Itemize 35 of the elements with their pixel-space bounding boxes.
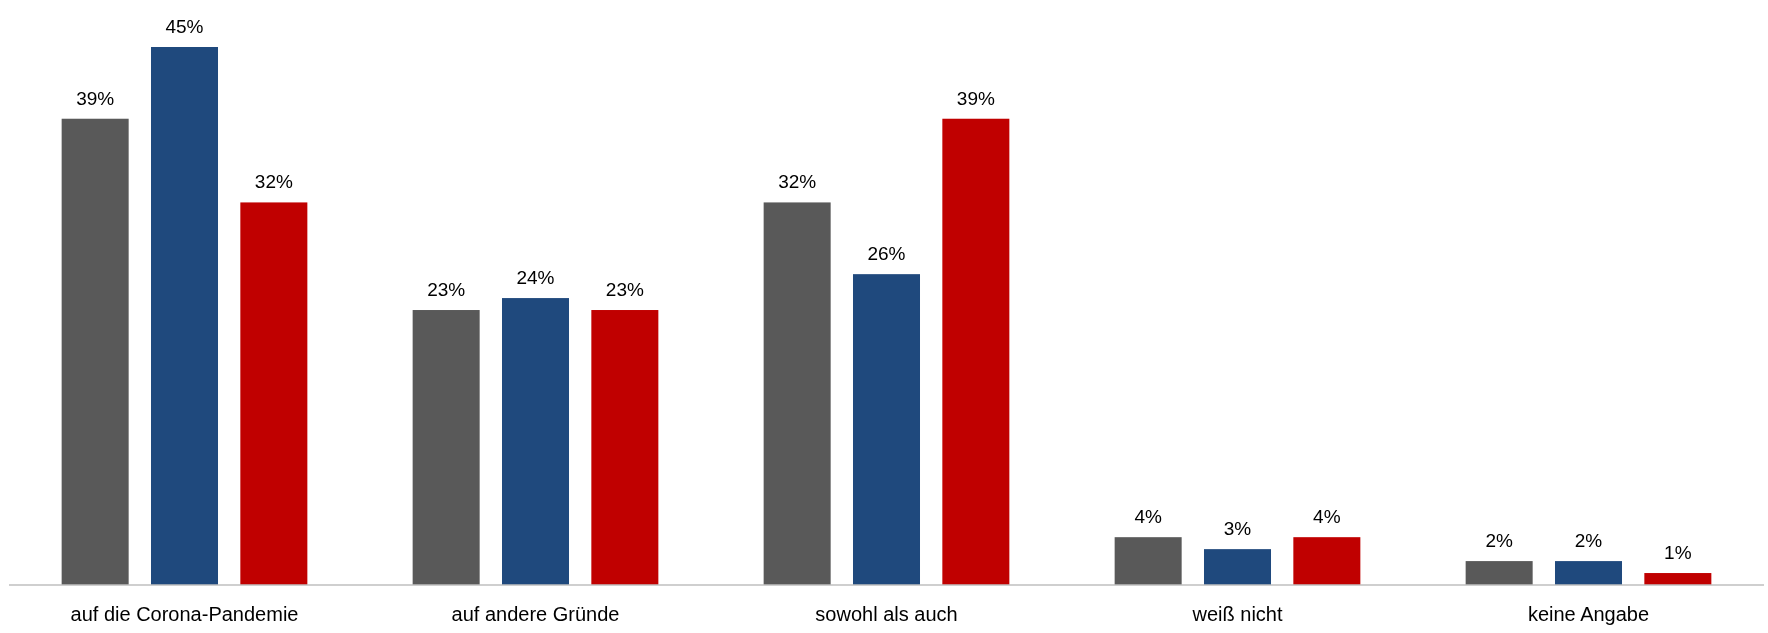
bar <box>1465 561 1533 585</box>
bar <box>1644 573 1712 585</box>
data-label: 23% <box>605 279 644 301</box>
bar <box>763 202 831 585</box>
data-label: 26% <box>867 243 906 265</box>
data-label: 1% <box>1664 542 1692 564</box>
bar <box>240 202 308 585</box>
bar <box>151 47 218 585</box>
bar <box>1114 537 1182 585</box>
bar <box>591 310 659 585</box>
data-label: 32% <box>778 171 817 193</box>
x-tick-label: auf andere Gründe <box>451 603 620 625</box>
bar <box>1555 561 1623 585</box>
bar <box>1293 537 1361 585</box>
bar <box>1204 549 1272 585</box>
x-tick-label: sowohl als auch <box>815 603 958 625</box>
x-tick-label: weiß nicht <box>1191 603 1283 625</box>
data-label: 4% <box>1313 506 1341 528</box>
x-tick-label: auf die Corona-Pandemie <box>70 603 299 625</box>
data-label: 24% <box>516 267 555 289</box>
data-label: 32% <box>254 171 293 193</box>
bar <box>853 274 920 585</box>
x-tick-label: keine Angabe <box>1527 603 1650 625</box>
bar <box>942 118 1010 585</box>
data-label: 2% <box>1485 530 1513 552</box>
bar <box>412 310 480 585</box>
data-label: 39% <box>956 87 995 109</box>
data-label: 4% <box>1134 506 1162 528</box>
data-label: 39% <box>76 87 115 109</box>
data-label: 2% <box>1574 530 1603 552</box>
bar <box>61 118 129 585</box>
data-label: 23% <box>427 279 466 301</box>
bar <box>502 298 569 585</box>
data-label: 3% <box>1223 518 1252 540</box>
data-label: 45% <box>165 16 204 37</box>
